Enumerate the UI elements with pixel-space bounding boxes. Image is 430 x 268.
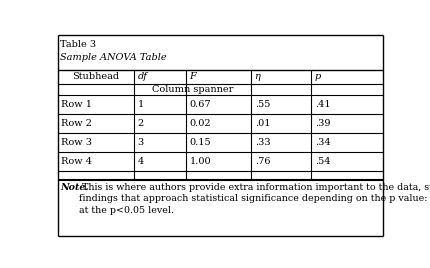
Text: 1.00: 1.00: [190, 157, 211, 166]
Text: .01: .01: [255, 119, 270, 128]
Text: .76: .76: [255, 157, 270, 166]
Text: 0.15: 0.15: [190, 138, 211, 147]
Text: Column spanner: Column spanner: [152, 85, 233, 94]
Text: .33: .33: [255, 138, 270, 147]
Text: .34: .34: [315, 138, 330, 147]
Text: .54: .54: [315, 157, 330, 166]
Text: .41: .41: [315, 100, 330, 109]
Text: 0.67: 0.67: [190, 100, 211, 109]
Text: This is where authors provide extra information important to the data, such as
f: This is where authors provide extra info…: [79, 183, 430, 215]
Text: Row 2: Row 2: [61, 119, 92, 128]
Text: F: F: [190, 72, 197, 81]
Text: η: η: [255, 72, 261, 81]
Text: .55: .55: [255, 100, 270, 109]
Text: Row 4: Row 4: [61, 157, 92, 166]
Text: 2: 2: [138, 119, 144, 128]
Text: Stubhead: Stubhead: [72, 72, 120, 81]
Text: Table 3: Table 3: [60, 40, 97, 50]
Text: 0.02: 0.02: [190, 119, 211, 128]
Text: df: df: [138, 72, 147, 81]
Text: 4: 4: [138, 157, 144, 166]
Text: 3: 3: [138, 138, 144, 147]
Text: Note.: Note.: [60, 183, 89, 192]
Text: Row 3: Row 3: [61, 138, 92, 147]
Text: Sample ANOVA Table: Sample ANOVA Table: [60, 53, 167, 62]
Text: .39: .39: [315, 119, 330, 128]
Text: p: p: [315, 72, 321, 81]
Text: Row 1: Row 1: [61, 100, 92, 109]
Text: 1: 1: [138, 100, 144, 109]
